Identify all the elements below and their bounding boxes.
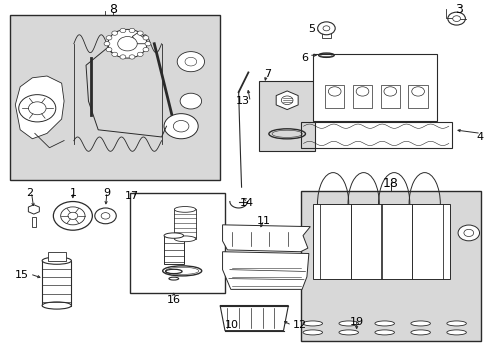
Bar bbox=[42, 261, 71, 306]
Circle shape bbox=[101, 213, 110, 219]
Circle shape bbox=[53, 202, 92, 230]
Circle shape bbox=[137, 31, 143, 35]
Ellipse shape bbox=[338, 321, 358, 326]
Circle shape bbox=[142, 48, 148, 52]
Circle shape bbox=[447, 12, 465, 25]
Circle shape bbox=[145, 41, 151, 46]
Ellipse shape bbox=[338, 330, 358, 335]
Text: 14: 14 bbox=[240, 198, 253, 208]
Text: 7: 7 bbox=[264, 69, 271, 79]
Circle shape bbox=[108, 30, 147, 58]
Bar bbox=[325, 85, 344, 108]
Polygon shape bbox=[222, 252, 308, 289]
Text: 17: 17 bbox=[125, 191, 139, 201]
Circle shape bbox=[95, 208, 116, 224]
Ellipse shape bbox=[303, 321, 322, 326]
Text: 19: 19 bbox=[349, 317, 363, 327]
Bar bbox=[130, 193, 224, 293]
Ellipse shape bbox=[446, 330, 466, 335]
Circle shape bbox=[163, 114, 198, 139]
Bar bbox=[300, 122, 451, 148]
Ellipse shape bbox=[410, 321, 429, 326]
Ellipse shape bbox=[303, 330, 322, 335]
Circle shape bbox=[19, 95, 56, 122]
Bar bbox=[10, 15, 220, 180]
Text: 4: 4 bbox=[475, 132, 483, 142]
Circle shape bbox=[118, 37, 137, 51]
Text: 12: 12 bbox=[293, 320, 307, 330]
Circle shape bbox=[411, 87, 424, 96]
Circle shape bbox=[281, 96, 292, 104]
Polygon shape bbox=[220, 306, 288, 330]
Ellipse shape bbox=[174, 236, 195, 242]
Circle shape bbox=[129, 28, 135, 33]
Text: 11: 11 bbox=[257, 216, 270, 226]
Circle shape bbox=[112, 52, 118, 57]
Circle shape bbox=[355, 87, 368, 96]
Circle shape bbox=[61, 207, 85, 225]
Text: 16: 16 bbox=[166, 295, 181, 305]
Circle shape bbox=[463, 229, 473, 237]
Ellipse shape bbox=[446, 321, 466, 326]
Bar bbox=[259, 81, 315, 151]
Circle shape bbox=[317, 22, 334, 35]
Circle shape bbox=[120, 55, 125, 59]
Polygon shape bbox=[15, 76, 64, 139]
Text: 18: 18 bbox=[382, 177, 398, 190]
Ellipse shape bbox=[374, 321, 394, 326]
Circle shape bbox=[120, 28, 125, 33]
Circle shape bbox=[173, 121, 188, 132]
Ellipse shape bbox=[42, 257, 71, 264]
Text: 15: 15 bbox=[15, 270, 29, 280]
Bar bbox=[163, 235, 183, 264]
Circle shape bbox=[184, 57, 196, 66]
Bar bbox=[48, 252, 65, 261]
Bar bbox=[380, 85, 399, 108]
Bar bbox=[321, 30, 330, 38]
Bar bbox=[300, 191, 480, 341]
Circle shape bbox=[68, 212, 78, 220]
Circle shape bbox=[383, 87, 396, 96]
Circle shape bbox=[129, 55, 135, 59]
Text: 10: 10 bbox=[225, 320, 239, 330]
Text: 3: 3 bbox=[454, 3, 462, 16]
Circle shape bbox=[323, 26, 329, 31]
Ellipse shape bbox=[174, 207, 195, 212]
Ellipse shape bbox=[410, 330, 429, 335]
Bar bbox=[352, 85, 371, 108]
Bar bbox=[174, 210, 195, 239]
Bar bbox=[312, 204, 448, 279]
Text: 1: 1 bbox=[69, 188, 76, 198]
Circle shape bbox=[452, 16, 460, 22]
Text: 13: 13 bbox=[235, 96, 249, 106]
Ellipse shape bbox=[374, 330, 394, 335]
Text: 8: 8 bbox=[109, 3, 117, 16]
Circle shape bbox=[328, 87, 340, 96]
Text: 9: 9 bbox=[103, 188, 110, 198]
Circle shape bbox=[106, 36, 112, 40]
Circle shape bbox=[28, 102, 46, 115]
Bar bbox=[407, 85, 427, 108]
Ellipse shape bbox=[163, 233, 183, 238]
Circle shape bbox=[112, 31, 118, 35]
Circle shape bbox=[177, 51, 204, 72]
Polygon shape bbox=[28, 205, 39, 214]
Polygon shape bbox=[222, 225, 310, 252]
Bar bbox=[32, 217, 36, 226]
Polygon shape bbox=[276, 91, 298, 109]
Circle shape bbox=[142, 36, 148, 40]
Text: 2: 2 bbox=[26, 188, 34, 198]
Circle shape bbox=[457, 225, 479, 241]
Circle shape bbox=[104, 41, 110, 46]
Bar bbox=[312, 54, 436, 121]
Ellipse shape bbox=[42, 302, 71, 309]
Text: 6: 6 bbox=[300, 53, 307, 63]
Circle shape bbox=[106, 48, 112, 52]
Circle shape bbox=[137, 52, 143, 57]
Text: 5: 5 bbox=[307, 24, 315, 35]
Circle shape bbox=[180, 93, 201, 109]
